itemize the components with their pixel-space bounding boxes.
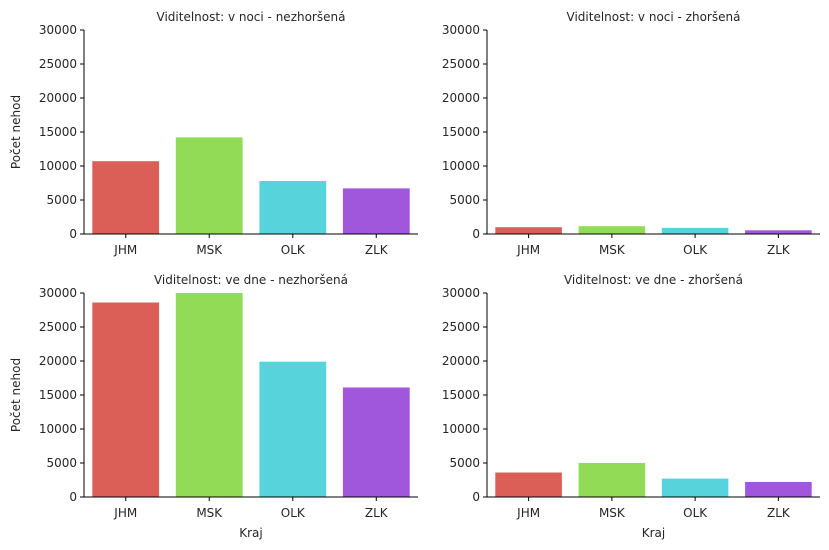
y-tick-label: 15000 [39, 125, 77, 139]
x-tick-label: OLK [683, 243, 708, 257]
bar-jhm [495, 227, 562, 234]
panel-title: Viditelnost: ve dne - nezhoršená [154, 273, 348, 287]
y-tick-label: 20000 [39, 354, 77, 368]
y-tick-label: 5000 [449, 193, 480, 207]
y-tick-label: 15000 [39, 388, 77, 402]
x-tick-label: OLK [683, 506, 708, 520]
y-tick-label: 30000 [39, 286, 77, 300]
x-tick-label: JHM [516, 243, 540, 257]
y-tick-label: 25000 [442, 57, 480, 71]
y-tick-label: 10000 [39, 422, 77, 436]
x-tick-label: ZLK [767, 506, 791, 520]
x-tick-label: JHM [113, 506, 137, 520]
x-tick-label: MSK [196, 506, 223, 520]
y-tick-label: 10000 [442, 422, 480, 436]
chart-panel-3: 0 5000 10000 15000 20000 25000 30000 JHM MSK OLK Z… [9, 273, 418, 540]
y-tick-label: 25000 [442, 320, 480, 334]
y-tick-label: 25000 [39, 320, 77, 334]
y-tick-label: 0 [69, 490, 77, 504]
bar-jhm [495, 472, 562, 497]
y-tick-label: 0 [69, 227, 77, 241]
y-tick-label: 15000 [442, 125, 480, 139]
bar-jhm [92, 302, 160, 497]
y-tick-label: 5000 [46, 193, 77, 207]
y-tick-label: 25000 [39, 57, 77, 71]
x-tick-label: MSK [599, 243, 626, 257]
y-tick-label: 30000 [442, 286, 480, 300]
y-tick-label: 5000 [449, 456, 480, 470]
bar-olk [259, 361, 327, 497]
bar-jhm [92, 161, 160, 234]
bar-olk [661, 478, 729, 497]
y-tick-label: 0 [472, 227, 480, 241]
bar-zlk [745, 230, 812, 234]
x-tick-label: MSK [599, 506, 626, 520]
bar-msk [175, 137, 243, 234]
bar-olk [259, 181, 327, 234]
y-tick-label: 20000 [39, 91, 77, 105]
x-tick-label: OLK [281, 243, 306, 257]
y-tick-label: 20000 [442, 354, 480, 368]
y-tick-label: 15000 [442, 388, 480, 402]
chart-panel-2: 0 5000 10000 15000 20000 25000 30000 JHM MSK OLK Z… [442, 10, 820, 257]
y-tick-label: 5000 [46, 456, 77, 470]
x-tick-label: JHM [516, 506, 540, 520]
y-tick-label: 0 [472, 490, 480, 504]
y-axis-label: Počet nehod [9, 95, 23, 169]
bar-zlk [745, 482, 812, 497]
y-tick-label: 20000 [442, 91, 480, 105]
x-tick-label: ZLK [767, 243, 791, 257]
panel-title: Viditelnost: v noci - zhoršená [567, 10, 741, 24]
chart-panel-1: 0 5000 10000 15000 20000 25000 30000 JHM MSK OLK Z… [9, 10, 418, 257]
bar-zlk [342, 188, 410, 234]
bar-olk [661, 227, 729, 234]
y-tick-label: 10000 [442, 159, 480, 173]
bar-zlk [342, 387, 410, 497]
y-tick-label: 10000 [39, 159, 77, 173]
x-tick-label: ZLK [365, 243, 389, 257]
y-tick-label: 30000 [39, 23, 77, 37]
y-axis-label: Počet nehod [9, 358, 23, 432]
bar-msk [578, 463, 646, 497]
x-axis-label: Kraj [642, 526, 666, 540]
x-tick-label: JHM [113, 243, 137, 257]
bar-msk [175, 293, 243, 497]
x-axis-label: Kraj [239, 526, 263, 540]
chart-panel-4: 0 5000 10000 15000 20000 25000 30000 JHM MSK OLK Z… [442, 273, 820, 540]
x-tick-label: MSK [196, 243, 223, 257]
panel-title: Viditelnost: ve dne - zhoršená [564, 273, 743, 287]
y-tick-label: 30000 [442, 23, 480, 37]
x-tick-label: ZLK [365, 506, 389, 520]
panel-title: Viditelnost: v noci - nezhoršená [157, 10, 346, 24]
bar-msk [578, 226, 646, 234]
x-tick-label: OLK [281, 506, 306, 520]
